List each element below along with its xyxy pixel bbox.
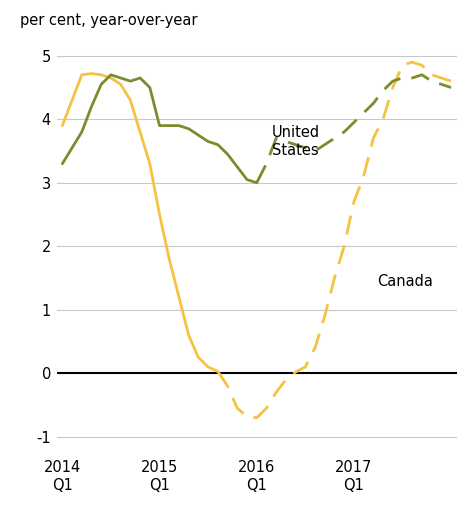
Text: United
States: United States <box>272 125 320 158</box>
Text: Q1: Q1 <box>52 478 73 493</box>
Text: Q1: Q1 <box>246 478 267 493</box>
Text: 2015: 2015 <box>141 460 178 475</box>
Text: 2014: 2014 <box>44 460 81 475</box>
Text: Canada: Canada <box>377 274 433 289</box>
Text: per cent, year-over-year: per cent, year-over-year <box>20 13 198 28</box>
Text: Q1: Q1 <box>343 478 364 493</box>
Text: Q1: Q1 <box>149 478 170 493</box>
Text: 2016: 2016 <box>238 460 276 475</box>
Text: 2017: 2017 <box>335 460 373 475</box>
